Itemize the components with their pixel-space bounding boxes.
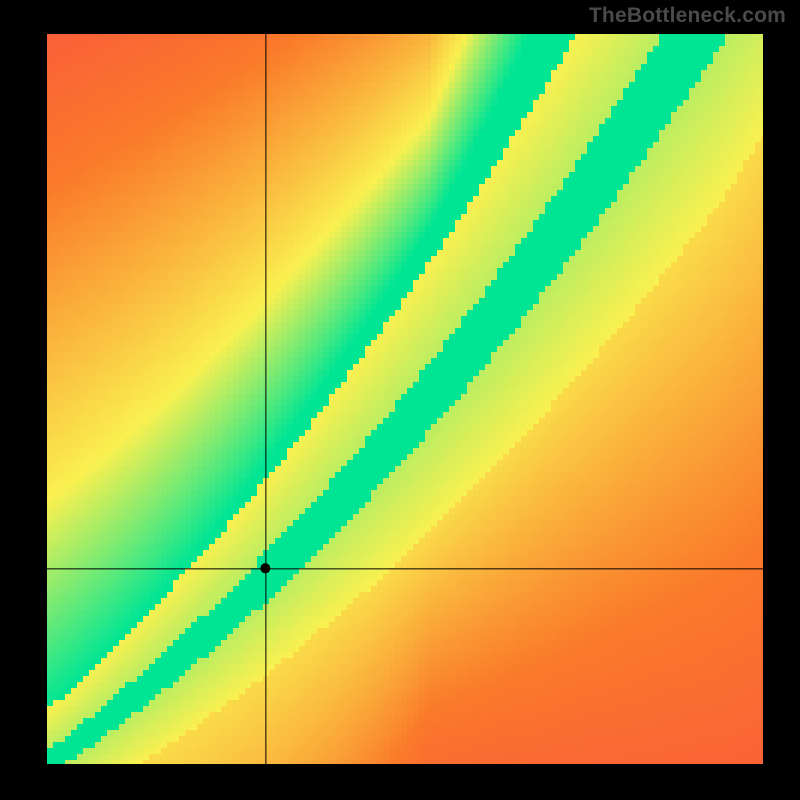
bottleneck-heatmap-canvas [0,0,800,800]
watermark-text: TheBottleneck.com [589,4,786,28]
root: TheBottleneck.com [0,0,800,800]
